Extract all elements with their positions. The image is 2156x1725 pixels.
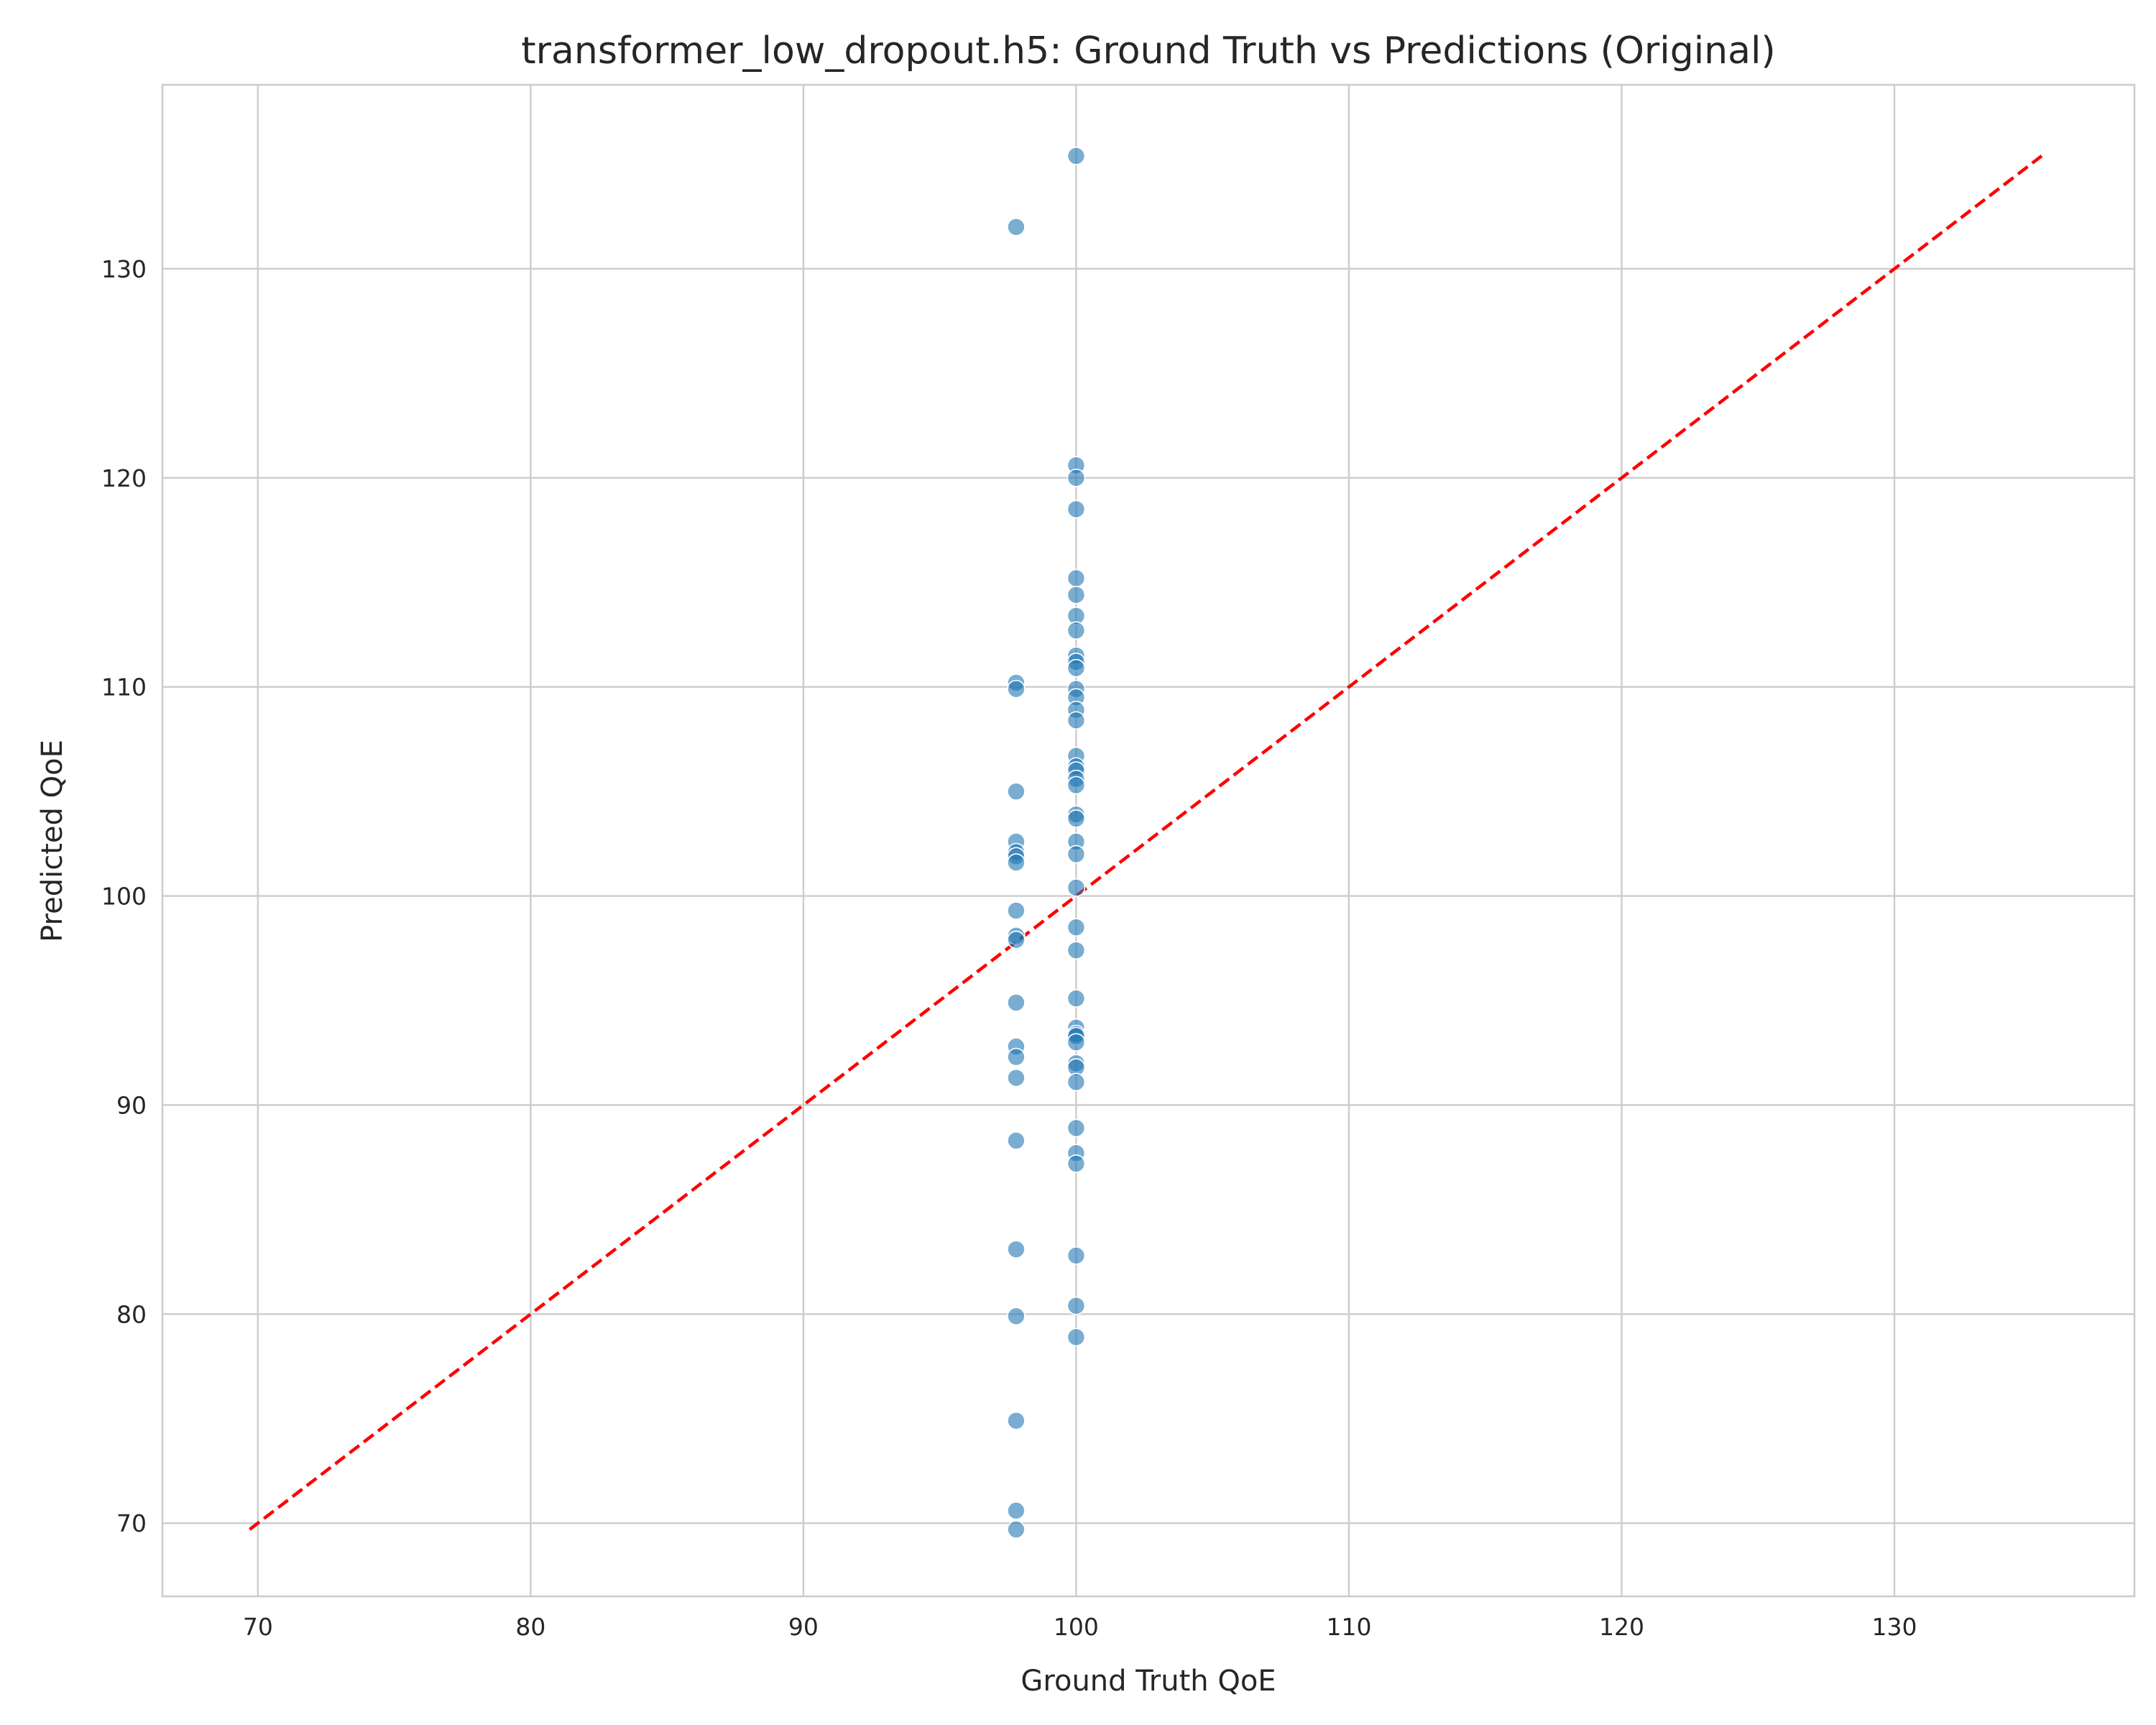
y-axis-ticks: 70 80 90 100 110 120 130 <box>101 255 147 1537</box>
data-point <box>1067 469 1086 487</box>
data-point <box>1007 1520 1026 1539</box>
y-tick-label: 100 <box>101 883 147 911</box>
data-point <box>1007 853 1026 872</box>
data-point <box>1007 993 1026 1012</box>
data-point <box>1067 711 1086 730</box>
data-point <box>1067 658 1086 678</box>
data-point <box>1067 585 1086 604</box>
data-point <box>1007 1047 1026 1067</box>
x-tick-label: 80 <box>515 1613 545 1641</box>
data-point <box>1067 1328 1086 1347</box>
data-point <box>1067 1154 1086 1173</box>
data-point <box>1067 1072 1086 1092</box>
y-tick-label: 70 <box>116 1509 147 1537</box>
y-tick-label: 130 <box>101 255 147 283</box>
y-tick-label: 90 <box>116 1091 147 1119</box>
data-point <box>1007 1411 1026 1430</box>
data-point <box>1007 930 1026 949</box>
data-point <box>1067 989 1086 1008</box>
grid-lines <box>162 85 2134 1596</box>
x-axis-ticks: 70 80 90 100 110 120 130 <box>243 1613 1917 1641</box>
data-point <box>1007 1501 1026 1520</box>
plot-frame <box>161 83 2136 1598</box>
data-point <box>1067 918 1086 937</box>
x-tick-label: 120 <box>1599 1613 1644 1641</box>
data-point <box>1067 1118 1086 1138</box>
data-point <box>1007 901 1026 920</box>
data-point <box>1067 878 1086 897</box>
data-points <box>1007 147 1086 1539</box>
data-point <box>1067 500 1086 519</box>
data-point <box>1067 845 1086 864</box>
data-point <box>1007 1131 1026 1150</box>
data-point <box>1067 569 1086 588</box>
data-point <box>1007 217 1026 236</box>
chart-title: transformer_low_dropout.h5: Ground Truth… <box>521 29 1775 73</box>
x-tick-label: 130 <box>1872 1613 1917 1641</box>
x-tick-label: 100 <box>1054 1613 1099 1641</box>
data-point <box>1067 1033 1086 1052</box>
data-point <box>1067 809 1086 828</box>
data-point <box>1067 941 1086 960</box>
y-axis-label: Predicted QoE <box>36 740 69 942</box>
data-point <box>1067 621 1086 640</box>
data-point <box>1007 1307 1026 1326</box>
data-point <box>1067 1296 1086 1315</box>
data-point <box>1007 782 1026 801</box>
data-point <box>1007 679 1026 699</box>
x-tick-label: 110 <box>1326 1613 1371 1641</box>
y-tick-label: 80 <box>116 1300 147 1328</box>
x-tick-label: 70 <box>243 1613 273 1641</box>
data-point <box>1007 1068 1026 1087</box>
data-point <box>1067 776 1086 795</box>
y-tick-label: 120 <box>101 464 147 492</box>
x-axis-label: Ground Truth QoE <box>1021 1665 1276 1698</box>
data-point <box>1067 147 1086 165</box>
data-point <box>1007 1240 1026 1259</box>
data-point <box>1067 1246 1086 1265</box>
x-tick-label: 90 <box>788 1613 819 1641</box>
y-tick-label: 110 <box>101 673 147 702</box>
